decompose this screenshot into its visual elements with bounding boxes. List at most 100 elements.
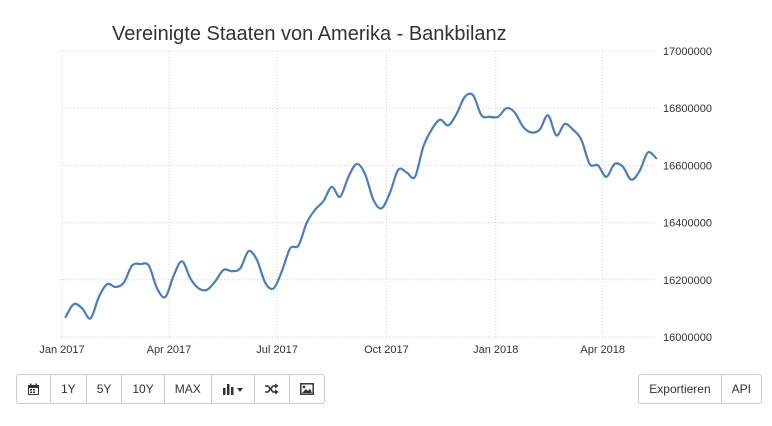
y-tick-label: 16000000 [663,332,712,344]
data-point [513,110,517,114]
data-point [105,282,109,286]
chart-grid [61,50,655,338]
data-point [147,264,151,268]
y-tick-label: 16400000 [663,218,712,230]
data-point [546,113,550,117]
data-point [346,175,350,179]
image-button[interactable] [288,374,325,404]
export-toolbar: Exportieren API [638,374,762,404]
data-point [496,115,500,119]
data-point [388,191,392,195]
data-point [172,274,176,278]
data-point [180,259,184,263]
data-point [521,125,525,129]
data-point [64,315,68,319]
data-point [247,249,251,253]
x-tick-label: Apr 2017 [147,344,192,356]
data-point [479,113,483,117]
x-tick-label: Jan 2017 [39,344,84,356]
data-point [80,306,84,310]
y-tick-label: 16200000 [663,275,712,287]
x-tick-label: Apr 2018 [580,344,625,356]
data-point [654,156,658,160]
compare-button[interactable] [253,374,290,404]
calendar-button[interactable] [16,374,51,404]
range-1y-button[interactable]: 1Y [50,374,87,404]
data-point [405,171,409,175]
data-point [113,285,117,289]
data-point [413,175,417,179]
data-point [338,195,342,199]
data-point [155,286,159,290]
data-point [579,138,583,142]
export-button[interactable]: Exportieren [638,374,722,404]
data-point [621,165,625,169]
x-tick-label: Oct 2017 [364,344,409,356]
chart: Vereinigte Staaten von Amerika - Bankbil… [39,23,712,356]
data-point [238,266,242,270]
bar-chart-dropdown-icon [222,384,243,395]
data-point [646,151,650,155]
data-point [455,112,459,116]
data-point [263,281,267,285]
data-point [163,295,167,299]
data-point [629,178,633,182]
data-point [538,128,542,132]
data-point [613,162,617,166]
range-5y-button[interactable]: 5Y [85,374,123,404]
data-point [529,131,533,135]
data-point [571,128,575,132]
data-point [122,281,126,285]
chart-title: Vereinigte Staaten von Amerika - Bankbil… [112,23,507,45]
data-point [604,175,608,179]
shuffle-icon [264,383,279,395]
data-point [430,128,434,132]
data-point [463,95,467,99]
data-point [138,262,142,266]
data-point [471,93,475,97]
data-point [563,122,567,126]
data-point [488,115,492,119]
data-point [554,133,558,137]
x-axis-ticks: Jan 2017 Apr 2017 Jul 2017 Oct 2017 Jan 2018… [39,344,625,356]
data-point [89,316,93,320]
range-max-button[interactable]: MAX [163,374,212,404]
data-point [396,168,400,172]
chart-type-dropdown[interactable] [210,374,255,404]
y-tick-label: 16600000 [663,160,712,172]
y-tick-label: 16800000 [663,103,712,115]
data-point [255,258,259,262]
data-point [305,221,309,225]
api-button[interactable]: API [720,374,762,404]
data-point [371,198,375,202]
data-point [313,208,317,212]
data-point [596,163,600,167]
calendar-icon [28,383,39,395]
image-icon [299,383,314,395]
data-point [222,268,226,272]
data-point [272,286,276,290]
data-point [288,246,292,250]
data-point [504,106,508,110]
data-point [230,269,234,273]
data-point [296,243,300,247]
data-point [130,264,134,268]
range-toolbar: 1Y 5Y 10Y MAX [16,374,325,404]
data-point [205,288,209,292]
data-point [97,295,101,299]
data-point [330,185,334,189]
data-point [638,169,642,173]
data-point [321,199,325,203]
data-point [197,286,201,290]
range-10y-button[interactable]: 10Y [121,374,165,404]
data-point [213,279,217,283]
x-tick-label: Jul 2017 [256,344,298,356]
data-point [380,206,384,210]
data-point [588,162,592,166]
data-point [421,145,425,149]
x-tick-label: Jan 2018 [473,344,518,356]
data-point [188,276,192,280]
data-point [446,123,450,127]
series-points [64,93,659,320]
data-point [280,269,284,273]
